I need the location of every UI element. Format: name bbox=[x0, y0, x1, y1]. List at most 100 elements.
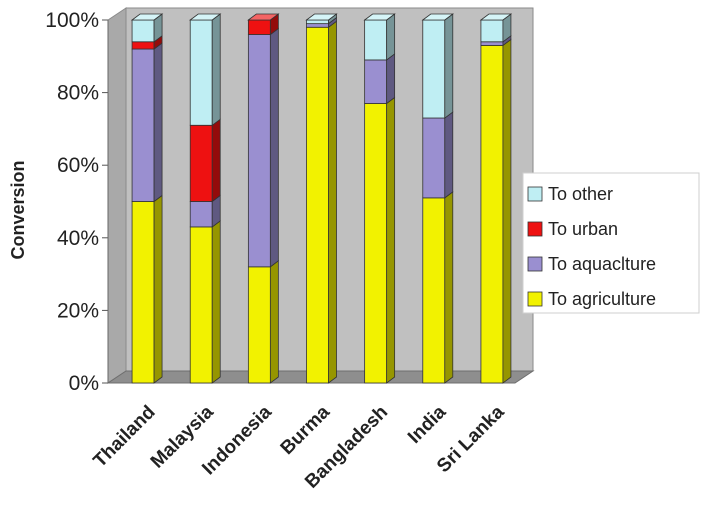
bar-segment bbox=[189, 118, 221, 203]
bar-segment bbox=[247, 260, 279, 384]
bar-segment-front bbox=[364, 103, 388, 384]
bar-segment-side bbox=[444, 13, 454, 119]
legend-swatch bbox=[527, 256, 543, 272]
bar-segment-front bbox=[480, 45, 504, 384]
bar-segment bbox=[364, 96, 396, 384]
bar-segment-front bbox=[131, 19, 155, 43]
bar-segment-front bbox=[247, 19, 271, 35]
bar-group bbox=[130, 13, 513, 384]
bar-segment bbox=[130, 13, 164, 43]
bar-segment bbox=[363, 13, 396, 61]
legend-item: To aquaclture bbox=[527, 254, 656, 274]
bar-segment-front bbox=[306, 19, 329, 25]
bar-segment-front bbox=[306, 26, 329, 384]
x-category-label: India bbox=[404, 401, 451, 448]
bar-segment-side bbox=[153, 42, 163, 203]
bar-segment-side bbox=[444, 191, 454, 384]
legend-label: To agriculture bbox=[548, 289, 656, 309]
bar-segment bbox=[131, 42, 163, 203]
legend-label: To urban bbox=[548, 219, 618, 239]
bar-top bbox=[421, 13, 454, 21]
bar-stack bbox=[305, 13, 338, 384]
bar-top bbox=[479, 13, 513, 21]
bar-segment bbox=[422, 111, 454, 199]
bar-segment-front bbox=[131, 41, 155, 50]
bar-stack bbox=[479, 13, 513, 384]
bar-top bbox=[305, 13, 338, 21]
y-tick-label: 20% bbox=[57, 299, 99, 322]
bar-top bbox=[363, 13, 396, 21]
bar-segment-side bbox=[211, 13, 221, 127]
bar-segment-front bbox=[306, 23, 329, 28]
bar-segment bbox=[479, 13, 513, 43]
legend: To other To urban To aquaclture To agricult… bbox=[522, 172, 700, 314]
legend-swatch bbox=[527, 291, 543, 307]
x-category-label: Burma bbox=[277, 401, 335, 459]
y-tick-label: 80% bbox=[57, 82, 99, 105]
bar-segment-side bbox=[386, 13, 396, 61]
bar-segment bbox=[422, 191, 454, 384]
bar-segment bbox=[421, 13, 454, 119]
y-axis-ticks: 0% 20% 40% 60% 80% 100% bbox=[45, 9, 109, 395]
legend-item: To agriculture bbox=[527, 289, 656, 309]
bar-segment bbox=[480, 38, 512, 384]
bar-segment bbox=[247, 13, 280, 36]
bar-segment-side bbox=[328, 20, 337, 384]
bar-segment-front bbox=[247, 266, 271, 384]
bar-segment-front bbox=[422, 19, 446, 119]
y-tick-label: 60% bbox=[57, 154, 99, 177]
bar-segment-front bbox=[247, 34, 271, 268]
legend-label: To aquaclture bbox=[548, 254, 656, 274]
bar-segment bbox=[364, 53, 396, 105]
legend-item: To other bbox=[527, 184, 613, 204]
bar-segment-side bbox=[386, 53, 396, 105]
bar-segment-front bbox=[189, 124, 213, 202]
legend-item: To urban bbox=[527, 219, 618, 239]
bar-segment bbox=[306, 20, 337, 384]
bar-segment-front bbox=[364, 19, 388, 61]
side-wall bbox=[107, 7, 127, 384]
bar-segment-side bbox=[269, 27, 279, 268]
bar-segment-front bbox=[189, 201, 213, 228]
bar-segment-front bbox=[480, 19, 504, 43]
legend-swatch bbox=[527, 221, 543, 237]
y-tick-label: 0% bbox=[69, 372, 99, 395]
bar-segment-front bbox=[189, 19, 213, 126]
bar-top bbox=[189, 13, 222, 21]
bar-segment-side bbox=[211, 118, 221, 203]
bar-segment bbox=[305, 13, 338, 25]
bar-segment-side bbox=[386, 96, 396, 384]
y-axis-title: Conversion bbox=[8, 160, 28, 259]
bar-stack bbox=[130, 13, 164, 384]
bar-segment bbox=[189, 220, 221, 384]
bar-segment-side bbox=[153, 194, 163, 384]
bar-stack bbox=[363, 13, 396, 384]
legend-swatch bbox=[527, 186, 543, 202]
bar-segment bbox=[189, 13, 222, 127]
bar-top bbox=[247, 13, 280, 21]
bar-segment-side bbox=[444, 111, 454, 199]
bar-segment-front bbox=[131, 201, 155, 384]
bar-segment-front bbox=[422, 117, 446, 199]
y-tick-label: 100% bbox=[45, 9, 99, 32]
bar-stack bbox=[421, 13, 454, 384]
legend-box bbox=[522, 172, 700, 314]
bar-segment-side bbox=[211, 220, 221, 384]
legend-label: To other bbox=[548, 184, 613, 204]
bar-segment-front bbox=[422, 197, 446, 384]
bar-segment-side bbox=[269, 260, 279, 384]
bar-segment bbox=[189, 194, 221, 228]
bar-segment-front bbox=[364, 59, 388, 104]
bar-segment bbox=[131, 194, 163, 384]
bar-segment-front bbox=[189, 226, 213, 384]
bar-stack bbox=[247, 13, 280, 384]
bar-top bbox=[130, 13, 164, 21]
bar-segment-front bbox=[131, 48, 155, 202]
bar-segment bbox=[247, 27, 279, 268]
bar-segment-front bbox=[480, 41, 504, 46]
bar-segment-side bbox=[502, 38, 512, 384]
y-tick-label: 40% bbox=[57, 227, 99, 250]
